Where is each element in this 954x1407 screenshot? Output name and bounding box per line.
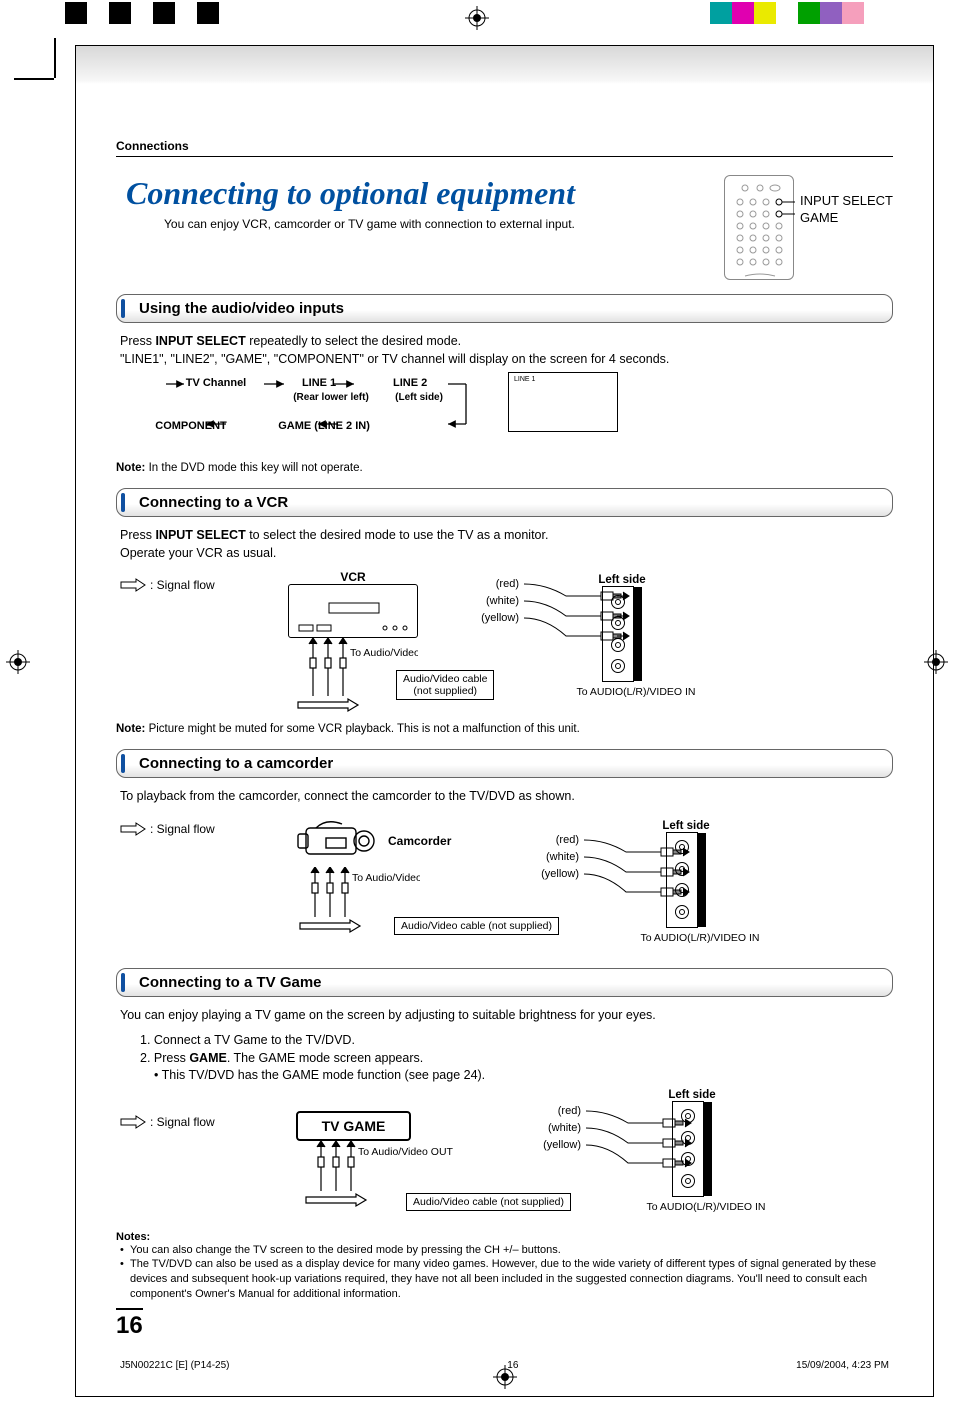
registration-mark-bottom [493,1365,517,1392]
jack-icon [675,905,689,919]
page-number: 16 [116,1308,143,1340]
signal-flow-legend: : Signal flow [120,578,215,592]
section-header-vcr: Connecting to a VCR [116,488,893,517]
color-labels-game: (red) (white) (yellow) [516,1103,581,1154]
jack-icon [681,1131,695,1145]
signal-flow-legend-game: : Signal flow [120,1115,215,1129]
svg-text:To Audio/Video OUT: To Audio/Video OUT [350,647,418,659]
camcorder-icon [296,814,386,864]
remote-diagram [724,175,794,280]
jack-icon [611,659,625,673]
s4-steps: 1. Connect a TV Game to the TV/DVD. 2. P… [136,1032,893,1085]
registration-mark-right [924,650,948,677]
jack-panel-vcr [602,586,634,682]
tvgame-box: TV GAME [296,1111,411,1141]
to-in-label-cam: To AUDIO(L/R)/VIDEO IN [620,932,780,944]
color-bar-right [710,2,864,24]
cable-label-vcr: Audio/Video cable(not supplied) [396,670,494,700]
crop-mark-tl [14,38,62,86]
signal-arrow-icon [120,1115,146,1129]
section-header-inputs: Using the audio/video inputs [116,294,893,323]
signal-flow-legend-cam: : Signal flow [120,822,215,836]
header-gradient [76,46,933,84]
s1-text: Press INPUT SELECT repeatedly to select … [116,333,893,368]
s1-note: Note: In the DVD mode this key will not … [116,462,893,474]
leftside-label-cam: Left side [636,820,736,832]
jack-icon [681,1109,695,1123]
to-in-label-game: To AUDIO(L/R)/VIDEO IN [626,1201,786,1213]
leftside-label-game: Left side [642,1089,742,1101]
leftside-label-vcr: Left side [572,574,672,586]
notes-heading: Notes: [116,1231,893,1243]
s2-text: Press INPUT SELECT to select the desired… [116,527,893,562]
input-flow-diagram: TV Channel LINE 1 LINE 2 (Rear lower lef… [176,376,449,433]
color-labels-vcr: (red) (white) (yellow) [454,576,519,627]
cable-label-game: Audio/Video cable (not supplied) [406,1193,571,1211]
jack-icon [611,616,625,630]
section-header-game: Connecting to a TV Game [116,968,893,997]
page-subtitle: You can enjoy VCR, camcorder or TV game … [164,216,584,232]
signal-arrow-icon [120,578,146,592]
s2-note: Note: Picture might be muted for some VC… [116,723,893,735]
print-marks [0,0,954,48]
jack-icon [681,1152,695,1166]
section-header-camcorder: Connecting to a camcorder [116,749,893,778]
jack-icon [675,883,689,897]
signal-arrow-icon [120,822,146,836]
jack-panel-cam [666,832,698,928]
to-in-label-vcr: To AUDIO(L/R)/VIDEO IN [556,686,716,698]
camcorder-label: Camcorder [388,834,451,848]
color-labels-cam: (red) (white) (yellow) [514,832,579,883]
breadcrumb: Connections [116,139,893,157]
registration-mark-top [465,6,489,33]
notes-list: You can also change the TV screen to the… [116,1243,893,1302]
vcr-device-icon [288,584,418,638]
cable-label-cam: Audio/Video cable (not supplied) [394,917,559,935]
svg-text:To Audio/Video OUT: To Audio/Video OUT [358,1146,454,1158]
jack-icon [611,638,625,652]
jack-panel-game [672,1101,704,1197]
jack-icon [681,1174,695,1188]
registration-mark-left [6,650,30,677]
jack-icon [675,862,689,876]
vcr-label: VCR [288,570,418,584]
black-bar-left [65,2,219,24]
s4-text1: You can enjoy playing a TV game on the s… [116,1007,893,1025]
s3-text: To playback from the camcorder, connect … [116,788,893,806]
jack-icon [611,595,625,609]
page-title: Connecting to optional equipment [116,175,704,212]
svg-text:To Audio/Video OUT: To Audio/Video OUT [352,872,420,884]
jack-icon [675,840,689,854]
page-frame: Connections Connecting to optional equip… [75,45,934,1397]
screen-preview: LINE 1 [508,372,618,432]
remote-labels: INPUT SELECT GAME [800,175,893,227]
